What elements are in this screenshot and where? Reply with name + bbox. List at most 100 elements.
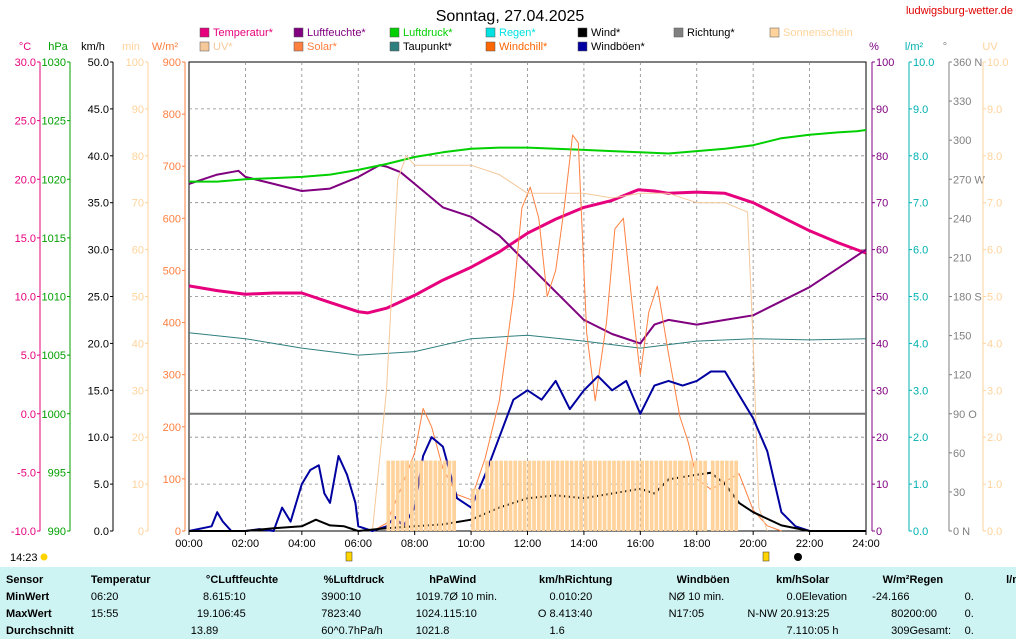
legend-label: UV*: [213, 41, 233, 53]
axis-tick-label: 20.0: [15, 174, 36, 186]
x-tick-label: 06:00: [344, 538, 372, 550]
stats-cell: [565, 622, 650, 639]
sunshine-bar: [569, 460, 574, 531]
axis-tick-label: 25.0: [15, 116, 36, 128]
sunshine-bar: [386, 460, 391, 531]
legend-swatch: [199, 41, 210, 52]
axis-tick-label: 3.0: [987, 385, 1002, 397]
sunshine-bar: [395, 460, 400, 531]
legend-item: Luftdruck*: [389, 27, 453, 39]
axis-tick-label: 900: [163, 57, 181, 69]
stats-header-cell: °C: [205, 573, 219, 586]
sunshine-bar: [536, 460, 541, 531]
x-tick-label: 16:00: [627, 538, 655, 550]
axis-tick-label: 1.0: [987, 479, 1002, 491]
legend-label: Richtung*: [687, 27, 735, 39]
legend-swatch: [577, 27, 588, 38]
sunshine-bar: [630, 460, 635, 531]
legend-item: Solar*: [293, 41, 338, 53]
series-line-1: [188, 164, 867, 345]
axis-tick-label: 6.0: [913, 245, 928, 257]
stats-cell: 0.0: [786, 590, 802, 603]
right-axis: l/m² 10.0 9.0 8.0 7.0 6.0 5.0 4.0 3.0 2.0 1.0 0.0: [905, 41, 935, 538]
legend-label: Temperatur*: [213, 27, 274, 39]
sunshine-bar: [560, 460, 565, 531]
stats-table: Sensor Temperatur °C Luftfeuchte% Luftdruck h…: [6, 571, 1016, 639]
stats-cell: 19.1: [196, 607, 219, 620]
sunshine-bar: [593, 460, 598, 531]
axis-tick-label: 90: [132, 104, 144, 116]
stats-header-cell: Windböen: [676, 573, 730, 586]
axis-tick-label: 1.0: [913, 479, 928, 491]
axis-tick-label: 120: [953, 370, 971, 382]
axis-tick-label: 30: [876, 385, 888, 397]
stats-header-cell: Temperatur: [90, 573, 151, 586]
axis-tick-label: 300: [163, 370, 181, 382]
axis-tick-label: 2.0: [913, 432, 928, 444]
sunshine-bar: [659, 460, 663, 531]
axis-tick-label: 4.0: [913, 338, 928, 350]
sunshine-bar: [527, 460, 532, 531]
left-axis: hPa 1030 1025 1020 1015 1010 1005 1000 995 990: [42, 41, 71, 538]
legend-swatch: [769, 27, 780, 38]
legend-item: UV*: [199, 41, 233, 53]
x-tick-label: 00:00: [175, 538, 203, 550]
sunshine-bar: [485, 460, 489, 531]
sunshine-bar: [703, 460, 708, 531]
stats-cell: 23:40: [333, 607, 361, 620]
axis-tick-label: 8.0: [913, 151, 928, 163]
axis-tick-label: 4.0: [987, 338, 1002, 350]
axis-tick-label: -5.0: [17, 467, 36, 479]
sunshine-bar: [689, 460, 693, 531]
axis-tick-label: 25.0: [88, 292, 109, 304]
stats-cell: N: [668, 607, 677, 620]
site-link[interactable]: ludwigsburg-wetter.de: [906, 5, 1013, 17]
sunshine-bar: [729, 460, 734, 531]
sunshine-bar: [612, 460, 616, 531]
legend-label: Solar*: [307, 41, 338, 53]
legend-item: Sonnenschein: [769, 27, 853, 39]
stats-header-cell: W/m²: [882, 573, 910, 586]
legend-swatch: [485, 41, 496, 52]
sunshine-bar: [447, 460, 452, 531]
sunshine-bar: [698, 460, 703, 531]
axis-tick-label: 15.0: [88, 385, 109, 397]
x-tick-label: 10:00: [457, 538, 485, 550]
stats-cell: Elevation: [801, 590, 848, 603]
axis-tick-label: 30.0: [88, 245, 109, 257]
axis-tick-label: 180 S: [953, 292, 982, 304]
axis-tick-label: 800: [163, 109, 181, 121]
legend-swatch: [485, 27, 496, 38]
sun-time: 14:23: [10, 552, 38, 564]
sunshine-bar: [513, 460, 518, 531]
axis-tick-label: 60: [876, 245, 888, 257]
axis-tick-label: 100: [126, 57, 144, 69]
sunshine-bar: [621, 460, 626, 531]
stats-header-cell: hPa: [429, 573, 450, 586]
axis-unit: min: [122, 41, 140, 53]
sunshine-bar: [715, 460, 720, 531]
axis-tick-label: 60: [953, 448, 965, 460]
sunshine-bar: [494, 460, 499, 531]
sunshine-bar: [428, 460, 433, 531]
legend-item: Temperatur*: [199, 27, 274, 39]
axis-tick-label: 995: [48, 467, 66, 479]
x-tick-label: 24:00: [852, 538, 880, 550]
sunshine-bar: [598, 460, 602, 531]
sunshine-bar: [710, 460, 715, 531]
axis-tick-label: 30.0: [15, 57, 36, 69]
axis-tick-label: 0.0: [913, 526, 928, 538]
axis-tick-label: 5.0: [21, 350, 36, 362]
sunshine-bar: [635, 460, 640, 531]
stats-cell: 06:45: [218, 607, 246, 620]
sunshine-bar: [734, 460, 739, 531]
sunshine-bar: [668, 460, 673, 531]
legend-label: Wind*: [591, 27, 621, 39]
axis-tick-label: 400: [163, 318, 181, 330]
sunshine-bar: [391, 460, 395, 531]
axis-tick-label: 70: [132, 198, 144, 210]
stats-cell: 0.0: [549, 590, 565, 603]
sunshine-bar: [442, 460, 447, 531]
axis-unit: UV: [982, 41, 998, 53]
